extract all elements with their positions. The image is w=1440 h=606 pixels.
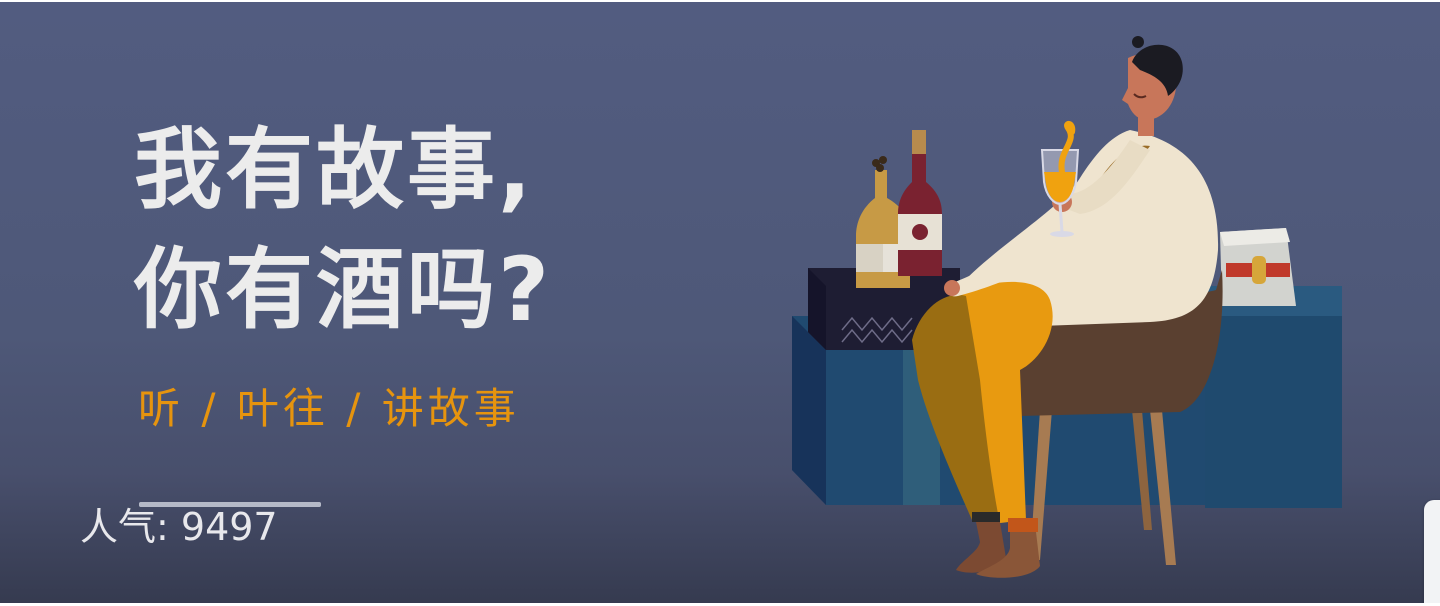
headline-line-2: 你有酒吗? [134, 238, 553, 341]
popularity-counter: 人气: 9497 [80, 508, 278, 546]
subtitle: 听 / 叶往 / 讲故事 [138, 384, 520, 433]
progress-fill [139, 502, 321, 507]
popularity-value: 9497 [180, 505, 278, 549]
top-border [0, 0, 1440, 2]
headline-line-1: 我有故事, [134, 118, 535, 221]
side-tab[interactable] [1424, 500, 1440, 604]
popularity-label: 人气: [80, 505, 181, 549]
progress-bar [139, 502, 321, 507]
bottom-border [0, 603, 1440, 606]
